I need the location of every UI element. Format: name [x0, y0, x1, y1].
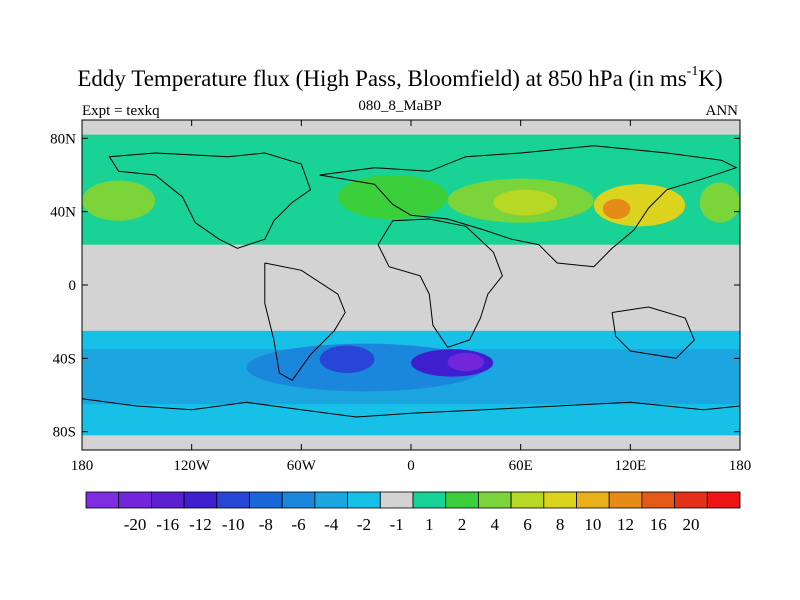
colorbar-label: 8	[556, 515, 565, 534]
colorbar-bin	[445, 491, 479, 509]
field-sh-atlantic-deep	[319, 345, 375, 373]
y-tick-label: 80S	[53, 425, 76, 441]
title-unit-end: K)	[698, 66, 723, 91]
colorbar-bin	[706, 491, 741, 509]
colorbar-bin	[281, 491, 316, 509]
colorbar-label: -12	[189, 515, 212, 534]
colorbar-bin	[674, 491, 708, 509]
title-text: Eddy Temperature flux (High Pass, Bloomf…	[77, 66, 687, 91]
colorbar-label: -2	[357, 515, 371, 534]
colorbar-label: 16	[650, 515, 667, 534]
coastline-1	[319, 145, 738, 268]
colorbar-bin	[543, 491, 577, 509]
colorbar-bin	[314, 491, 348, 509]
field-nh-pacific-east	[699, 182, 740, 223]
x-tick-label: 0	[407, 458, 415, 474]
coastline-4	[611, 306, 695, 359]
season-label: ANN	[705, 103, 739, 119]
coastline-0	[108, 152, 312, 249]
colorbar-label: 2	[458, 515, 467, 534]
coastline-2	[377, 218, 503, 348]
experiment-subtitle: 080_8_MaBP	[358, 98, 442, 114]
colorbar-label: -6	[291, 515, 305, 534]
map-field	[82, 120, 740, 450]
colorbar-bin	[576, 491, 610, 509]
y-tick-label: 40N	[50, 205, 76, 221]
field-nh-europe	[337, 175, 448, 219]
field-nh-asia-core	[493, 189, 558, 216]
title-exponent: -1	[686, 64, 699, 80]
colorbar-label: -1	[390, 515, 404, 534]
figure-title: Eddy Temperature flux (High Pass, Bloomf…	[0, 64, 800, 92]
colorbar-bin	[183, 491, 218, 509]
colorbar-label: -8	[259, 515, 273, 534]
y-tick-label: 0	[69, 278, 77, 294]
field-sh-africa-peak	[447, 352, 485, 372]
colorbar-label: 4	[491, 515, 500, 534]
coastline-3	[264, 262, 346, 381]
colorbar-bin	[477, 491, 512, 509]
colorbar-bin	[85, 491, 120, 509]
x-tick-label: 120E	[614, 458, 646, 474]
coastlines	[82, 145, 740, 418]
colorbar-label: 1	[425, 515, 434, 534]
field-nh-pacific-peak	[602, 198, 631, 220]
colorbar-bin	[608, 491, 643, 509]
colorbar-bin	[249, 491, 283, 509]
x-tick-label: 60W	[287, 458, 317, 474]
colorbar-bin	[379, 491, 414, 509]
colorbar-label: -10	[222, 515, 245, 534]
colorbar-label: -16	[156, 515, 179, 534]
experiment-label: Expt = texkq	[82, 103, 160, 119]
colorbar-bin	[118, 491, 152, 509]
colorbar-label: 10	[584, 515, 601, 534]
colorbar-label: -4	[324, 515, 339, 534]
colorbar-bin	[641, 491, 676, 509]
colorbar-label: -20	[124, 515, 147, 534]
map-axes: 180 120W 60W 0 60E 120E 180 80N 40N 0 40S 80S	[50, 120, 751, 474]
colorbar-bin	[510, 491, 545, 509]
x-tick-label: 180	[729, 458, 752, 474]
colorbar-bin	[216, 491, 250, 509]
colorbar-label: 12	[617, 515, 634, 534]
x-tick-label: 120W	[173, 458, 211, 474]
x-tick-label: 180	[71, 458, 94, 474]
y-tick-label: 40S	[53, 351, 76, 367]
colorbar-label: 6	[523, 515, 532, 534]
colorbar-label: 20	[682, 515, 699, 534]
field-nh-pacific-west	[82, 180, 156, 221]
x-tick-label: 60E	[509, 458, 533, 474]
coastline-5	[82, 398, 740, 418]
colorbar-bin	[150, 491, 185, 509]
colorbar-bin	[347, 491, 381, 509]
colorbar-bin	[412, 491, 447, 509]
colorbar: -20 -16 -12 -10 -8 -6 -4 -2 -1 1 2 4 6 8 10 12 16 20	[85, 491, 741, 534]
y-tick-label: 80N	[50, 131, 76, 147]
